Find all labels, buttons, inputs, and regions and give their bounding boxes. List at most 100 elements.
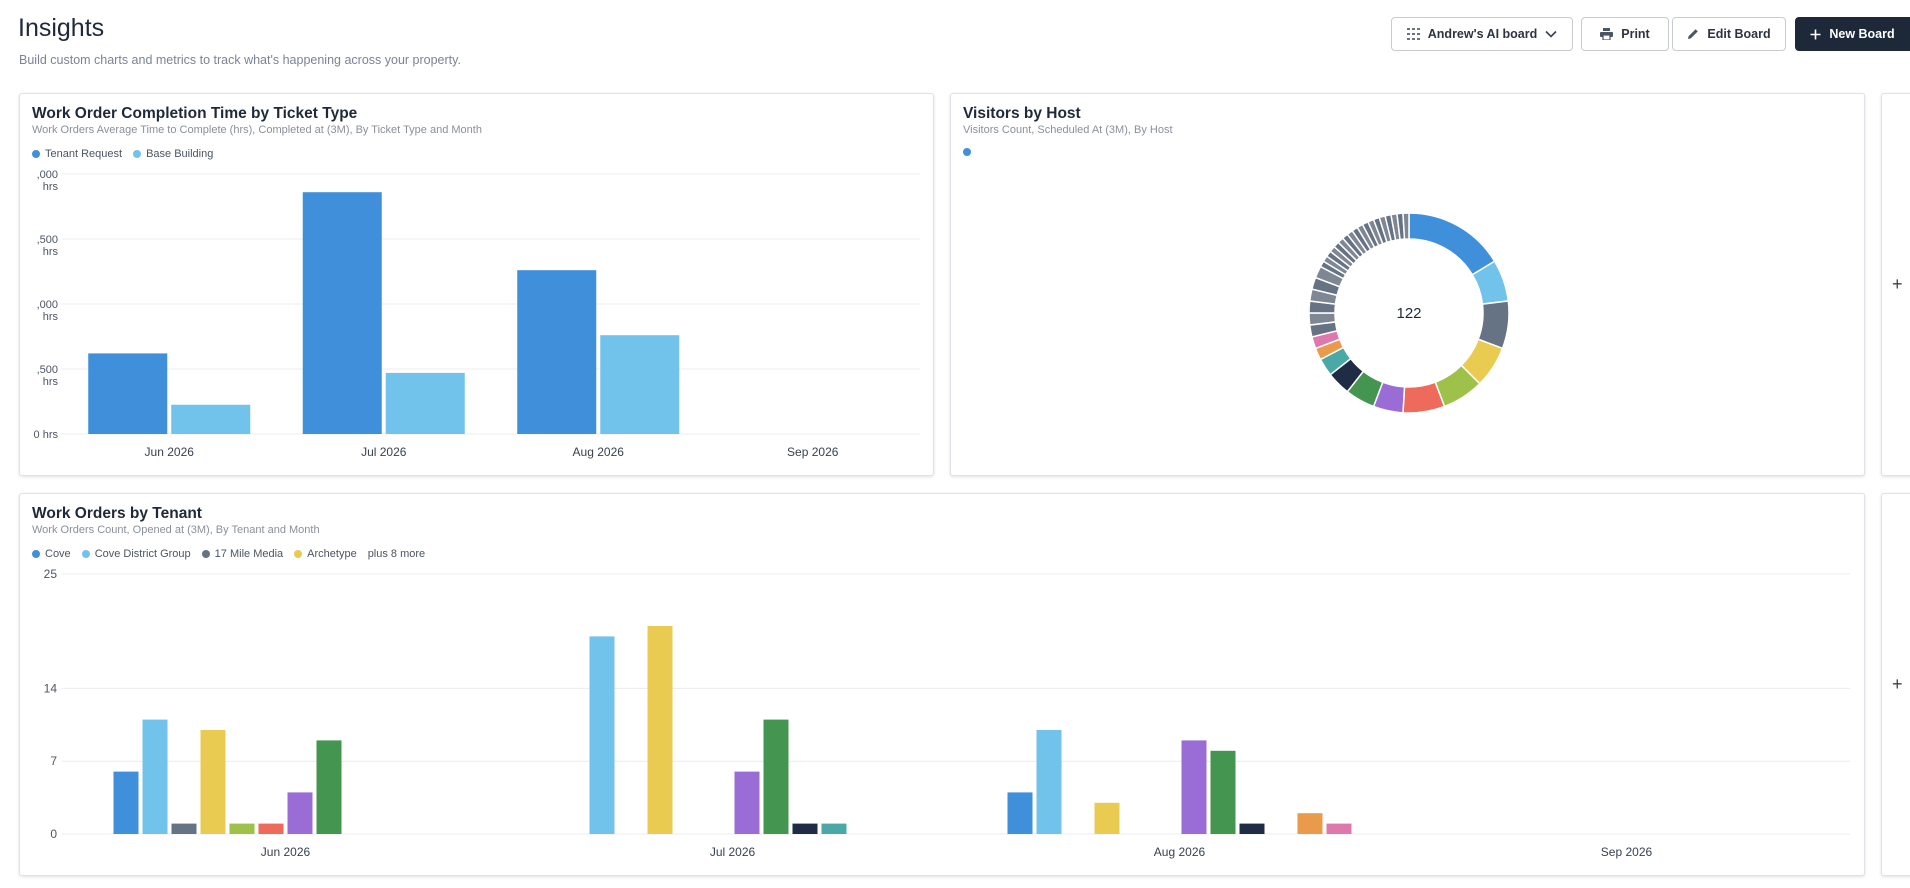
bar bbox=[302, 192, 382, 434]
chart-legend bbox=[963, 148, 971, 156]
x-tick-label: Jun 2026 bbox=[145, 445, 195, 459]
card-title: Work Order Completion Time by Ticket Typ… bbox=[32, 105, 358, 122]
card-subtitle: Work Orders Average Time to Complete (hr… bbox=[32, 124, 482, 136]
legend-label: 17 Mile Media bbox=[214, 548, 284, 560]
legend-item[interactable]: Tenant Request bbox=[32, 148, 122, 160]
bar bbox=[287, 792, 313, 834]
x-tick-label: Sep 2026 bbox=[787, 445, 839, 459]
chart-legend: Tenant Request Base Building bbox=[32, 148, 213, 160]
chevron-down-icon bbox=[1545, 30, 1557, 38]
page-title: Insights bbox=[18, 14, 105, 42]
bar bbox=[821, 823, 847, 834]
bar bbox=[792, 823, 818, 834]
bar bbox=[1210, 750, 1236, 834]
add-widget-button[interactable]: + bbox=[1881, 93, 1910, 476]
completion-time-chart: ,000 hrs ,500 hrs ,000 hrs ,500 hrs 0 hrs Jun 202… bbox=[34, 169, 920, 459]
x-tick-label: Jul 2026 bbox=[361, 445, 407, 459]
legend-item[interactable]: Cove bbox=[32, 548, 71, 560]
bar bbox=[1181, 740, 1207, 834]
bar bbox=[316, 740, 342, 834]
x-tick-label: Jul 2026 bbox=[710, 845, 756, 859]
legend-dot bbox=[133, 150, 142, 158]
bar bbox=[229, 823, 255, 834]
add-widget-label: + bbox=[1892, 674, 1903, 694]
bar bbox=[647, 626, 673, 834]
tenant-chart: 25 14 7 0 Jun 2026 Jul 2026 Aug 2026 Sep 2026 bbox=[44, 567, 1850, 859]
print-label: Print bbox=[1621, 27, 1650, 41]
board-select[interactable]: Andrew's AI board bbox=[1391, 17, 1573, 51]
bar bbox=[1239, 823, 1265, 834]
bar bbox=[600, 335, 680, 434]
new-board-label: New Board bbox=[1829, 27, 1895, 41]
y-tick-label: ,500 hrs bbox=[37, 234, 59, 258]
y-tick-label: 7 bbox=[50, 754, 57, 768]
new-board-button[interactable]: New Board bbox=[1795, 17, 1910, 51]
legend-item[interactable] bbox=[963, 148, 971, 156]
bar bbox=[589, 636, 615, 834]
bar bbox=[200, 730, 226, 834]
legend-more-link[interactable]: plus 8 more bbox=[367, 548, 426, 560]
bar bbox=[1007, 792, 1033, 834]
legend-dot bbox=[32, 150, 40, 158]
bar bbox=[171, 823, 197, 834]
bar bbox=[113, 771, 139, 834]
legend-label: Cove District Group bbox=[94, 548, 191, 560]
bar bbox=[385, 372, 465, 434]
x-tick-label: Jun 2026 bbox=[261, 845, 311, 859]
bar bbox=[1326, 823, 1352, 834]
bar bbox=[734, 771, 760, 834]
add-widget-button[interactable]: + bbox=[1881, 493, 1910, 876]
bar bbox=[517, 270, 597, 434]
page-subtitle: Build custom charts and metrics to track… bbox=[19, 53, 461, 67]
board-select-label: Andrew's AI board bbox=[1427, 27, 1538, 41]
chart-legend: Cove Cove District Group 17 Mile Media A… bbox=[32, 548, 425, 560]
visitors-donut-chart: 122 bbox=[1308, 212, 1510, 414]
legend-dot bbox=[963, 148, 971, 156]
x-tick-label: Sep 2026 bbox=[1601, 845, 1653, 859]
legend-dot bbox=[32, 550, 40, 558]
y-tick-label: ,000 hrs bbox=[37, 169, 59, 193]
legend-label: Tenant Request bbox=[45, 148, 123, 160]
x-tick-label: Aug 2026 bbox=[573, 445, 625, 459]
pie-slice bbox=[1402, 212, 1410, 240]
add-widget-label: + bbox=[1892, 274, 1903, 294]
bar bbox=[258, 823, 284, 834]
card-title: Visitors by Host bbox=[963, 105, 1081, 122]
tenant-card: Work Orders by Tenant Work Orders Count,… bbox=[19, 493, 1865, 876]
edit-board-label: Edit Board bbox=[1707, 27, 1771, 41]
legend-label: Cove bbox=[45, 548, 71, 560]
donut-center-label: 122 bbox=[1396, 305, 1421, 322]
legend-item[interactable]: Archetype bbox=[294, 548, 357, 560]
legend-item[interactable]: Base Building bbox=[133, 148, 213, 160]
y-tick-label: ,500 hrs bbox=[37, 364, 59, 388]
legend-item[interactable]: 17 Mile Media bbox=[201, 548, 284, 560]
pencil-icon bbox=[1687, 28, 1699, 40]
printer-icon bbox=[1600, 28, 1614, 40]
bar bbox=[1036, 730, 1062, 834]
y-tick-label: 0 hrs bbox=[34, 429, 59, 441]
visitors-card: Visitors by Host Visitors Count, Schedul… bbox=[950, 93, 1865, 476]
card-subtitle: Work Orders Count, Opened at (3M), By Te… bbox=[32, 524, 320, 536]
card-subtitle: Visitors Count, Scheduled At (3M), By Ho… bbox=[963, 124, 1173, 136]
y-tick-label: 25 bbox=[44, 567, 58, 581]
bar bbox=[1297, 813, 1323, 834]
legend-label: Base Building bbox=[146, 148, 214, 160]
pie-slice bbox=[1408, 212, 1496, 276]
legend-dot bbox=[81, 550, 90, 558]
bar bbox=[171, 404, 251, 434]
edit-board-button[interactable]: Edit Board bbox=[1672, 17, 1786, 51]
legend-dot bbox=[294, 550, 303, 558]
y-tick-label: 0 bbox=[50, 827, 57, 841]
legend-label: Archetype bbox=[307, 548, 357, 560]
bar bbox=[142, 719, 168, 834]
plus-icon bbox=[1810, 29, 1821, 40]
bar bbox=[88, 353, 168, 434]
y-tick-label: 14 bbox=[44, 681, 58, 695]
x-tick-label: Aug 2026 bbox=[1154, 845, 1206, 859]
legend-dot bbox=[201, 550, 210, 558]
legend-item[interactable]: Cove District Group bbox=[81, 548, 191, 560]
bar bbox=[1094, 802, 1120, 834]
bar bbox=[763, 719, 789, 834]
print-button[interactable]: Print bbox=[1581, 17, 1669, 51]
